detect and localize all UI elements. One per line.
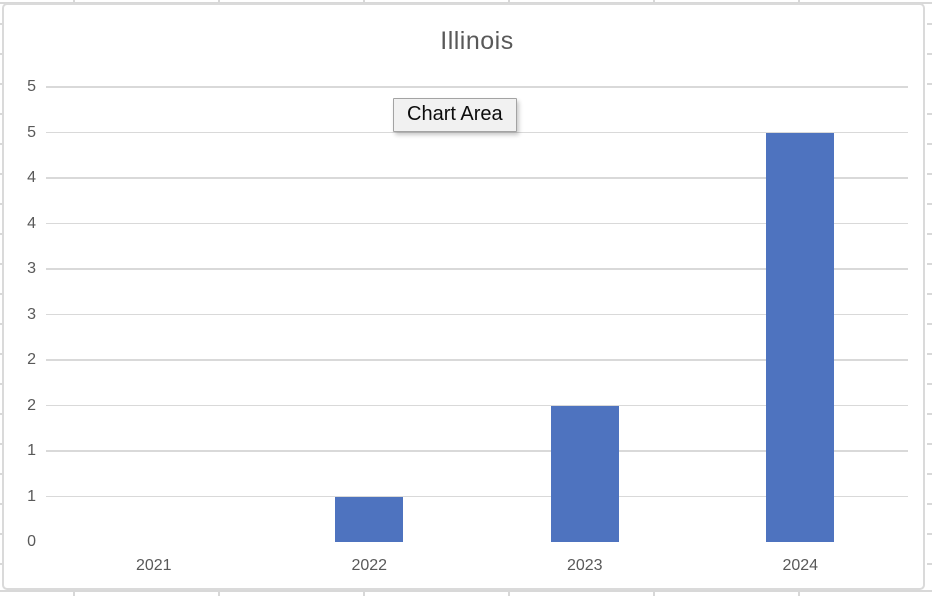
y-axis-tick-label: 5 xyxy=(27,123,36,141)
sheet-gridline xyxy=(73,0,75,3)
gridline xyxy=(46,495,908,498)
sheet-gridline xyxy=(0,533,2,535)
gridline xyxy=(46,131,908,134)
y-axis-tick-label: 3 xyxy=(27,305,36,323)
sheet-gridline xyxy=(927,113,932,115)
sheet-gridline xyxy=(218,0,220,3)
y-axis-tick-label: 1 xyxy=(27,487,36,505)
sheet-gridline xyxy=(927,533,932,535)
sheet-gridline xyxy=(927,503,932,505)
sheet-gridline xyxy=(927,143,932,145)
y-axis-tick-label: 4 xyxy=(27,214,36,232)
bar-2023[interactable] xyxy=(550,405,619,542)
sheet-gridline xyxy=(0,53,2,55)
sheet-gridline xyxy=(927,323,932,325)
sheet-gridline xyxy=(927,53,932,55)
bar-2024[interactable] xyxy=(766,132,835,542)
sheet-gridline xyxy=(927,203,932,205)
sheet-gridline xyxy=(0,263,2,265)
sheet-gridline xyxy=(927,173,932,175)
sheet-gridline xyxy=(927,383,932,385)
y-axis-tick-label: 0 xyxy=(27,533,36,550)
sheet-gridline xyxy=(927,83,932,85)
sheet-gridline xyxy=(0,113,2,115)
sheet-gridline xyxy=(0,233,2,235)
sheet-gridline xyxy=(0,413,2,415)
sheet-gridline xyxy=(927,233,932,235)
gridline xyxy=(46,177,908,179)
sheet-gridline xyxy=(0,83,2,85)
gridline xyxy=(46,313,908,316)
sheet-gridline xyxy=(798,0,800,3)
sheet-gridline xyxy=(927,413,932,415)
sheet-gridline xyxy=(0,473,2,475)
sheet-gridline xyxy=(363,0,365,3)
sheet-gridline xyxy=(363,591,365,596)
bar-2022[interactable] xyxy=(335,496,404,542)
sheet-gridline xyxy=(798,591,800,596)
chart-object[interactable]: Illinois 0 1 1 2 2 3 3 4 4 5 5 2021 2022 2023 2024 Ch… xyxy=(2,3,925,590)
y-axis-tick-label: 2 xyxy=(27,351,36,368)
y-axis-tick-label: 4 xyxy=(27,169,36,186)
sheet-gridline xyxy=(0,143,2,145)
x-axis-tick-label: 2021 xyxy=(135,557,172,574)
sheet-gridline xyxy=(73,591,75,596)
sheet-gridline xyxy=(0,503,2,505)
sheet-gridline xyxy=(653,0,655,3)
gridline xyxy=(46,450,908,452)
x-axis-tick-label: 2024 xyxy=(782,557,819,574)
sheet-gridline xyxy=(508,591,510,596)
chart-area-tooltip: Chart Area xyxy=(393,98,517,132)
sheet-gridline xyxy=(0,353,2,355)
sheet-gridline xyxy=(0,323,2,325)
gridline xyxy=(46,268,908,270)
sheet-gridline xyxy=(927,23,932,25)
sheet-gridline xyxy=(218,591,220,596)
sheet-gridline xyxy=(927,293,932,295)
sheet-gridline xyxy=(0,203,2,205)
sheet-gridline xyxy=(0,563,2,565)
gridline xyxy=(46,86,908,88)
chart-title[interactable]: Illinois xyxy=(440,27,514,55)
sheet-gridline xyxy=(508,0,510,3)
sheet-gridline xyxy=(927,563,932,565)
sheet-gridline xyxy=(927,263,932,265)
sheet-gridline xyxy=(927,353,932,355)
sheet-gridline xyxy=(653,591,655,596)
sheet-gridline xyxy=(0,293,2,295)
gridline xyxy=(46,404,908,407)
chart-area-tooltip-label: Chart Area xyxy=(407,103,503,125)
x-axis-tick-label: 2023 xyxy=(566,557,603,574)
y-axis-tick-label: 1 xyxy=(27,442,36,459)
gridline xyxy=(46,222,908,225)
y-axis-tick-label: 2 xyxy=(27,396,36,414)
y-axis-tick-label: 3 xyxy=(27,260,36,277)
sheet-gridline xyxy=(0,173,2,175)
plot-area[interactable] xyxy=(4,5,923,588)
gridline xyxy=(46,359,908,361)
sheet-gridline xyxy=(0,23,2,25)
sheet-gridline xyxy=(0,590,932,592)
sheet-gridline xyxy=(927,473,932,475)
x-axis-tick-label: 2022 xyxy=(351,557,388,574)
sheet-gridline xyxy=(0,383,2,385)
y-axis-tick-label: 5 xyxy=(27,78,36,95)
sheet-gridline xyxy=(0,443,2,445)
sheet-gridline xyxy=(927,443,932,445)
